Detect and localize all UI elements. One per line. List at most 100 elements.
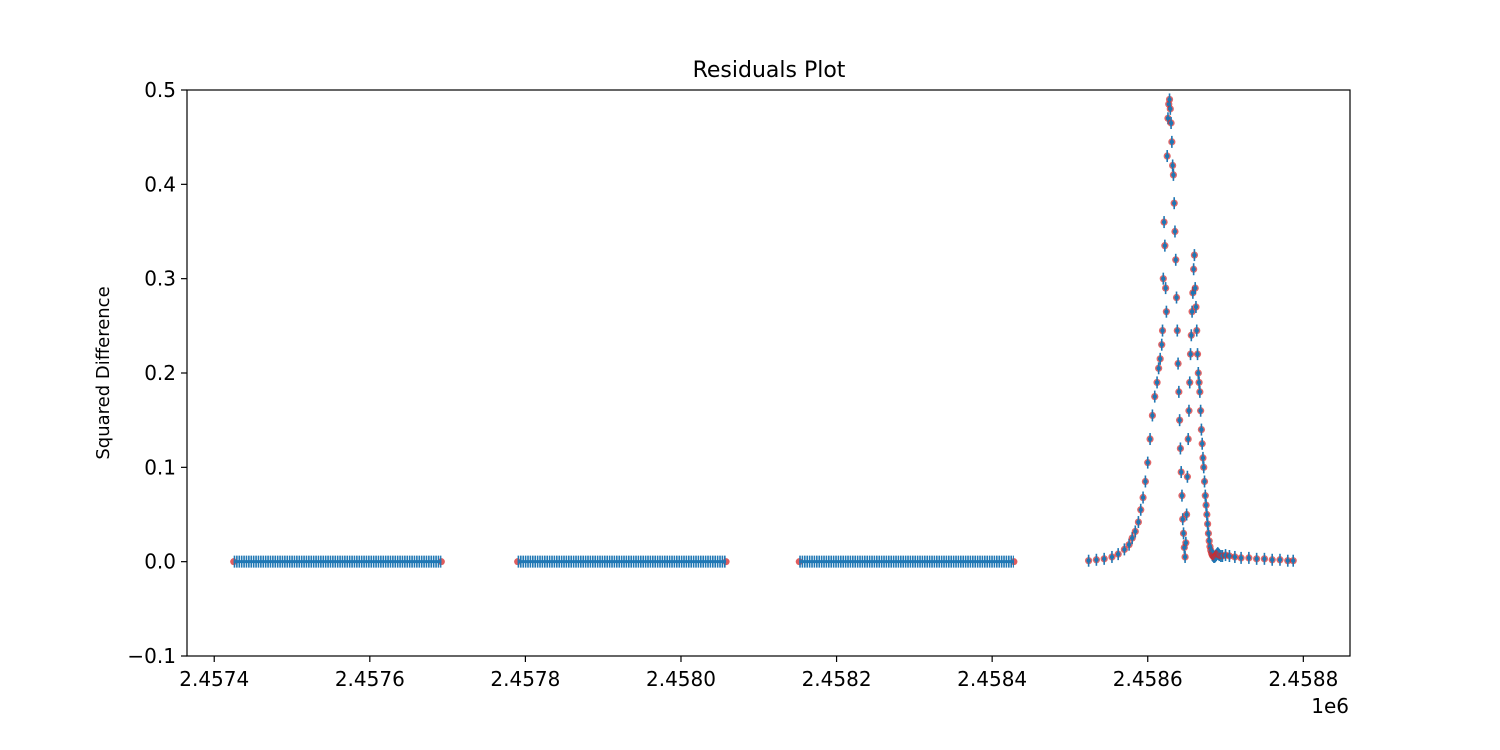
data-point	[1204, 512, 1210, 517]
data-point	[1150, 413, 1155, 418]
data-point	[1094, 557, 1099, 562]
data-point	[1173, 257, 1178, 262]
data-point	[1136, 519, 1141, 525]
data-point	[1277, 557, 1283, 562]
x-tick-label: 2.4576	[335, 667, 405, 691]
data-point	[1154, 380, 1160, 385]
data-point	[1186, 408, 1192, 413]
data-point	[1190, 290, 1196, 296]
data-point	[1246, 555, 1252, 561]
data-point	[1285, 558, 1290, 563]
x-offset-label: 1e6	[1311, 694, 1349, 718]
data-point	[1164, 153, 1170, 159]
data-point	[1192, 252, 1197, 258]
data-point	[1162, 243, 1168, 248]
data-point	[1200, 455, 1206, 461]
data-point	[1133, 529, 1138, 534]
x-tick-label: 2.4586	[1113, 667, 1183, 691]
data-point	[1178, 469, 1184, 475]
chart-title: Residuals Plot	[693, 58, 846, 83]
data-point	[1170, 163, 1175, 168]
data-point	[1161, 219, 1167, 225]
y-tick-label: 0.5	[144, 78, 176, 102]
x-axis: 2.4574 2.4576 2.4578 2.4580 2.4582 2.4584 2.45…	[179, 656, 1338, 691]
data-point	[1168, 106, 1173, 112]
data-point	[1143, 479, 1148, 484]
data-point	[1232, 554, 1238, 560]
x-tick-label: 2.4580	[646, 667, 716, 691]
y-axis: −0.1 0.0 0.1 0.2 0.3 0.4 0.5	[127, 78, 187, 668]
y-tick-label: 0.3	[144, 267, 176, 291]
data-point	[1179, 493, 1185, 498]
data-point	[1203, 502, 1209, 508]
data-point	[1201, 465, 1206, 470]
data-point	[1147, 436, 1153, 442]
data-point	[1180, 517, 1185, 522]
data-point	[1181, 531, 1186, 536]
data-point	[1163, 285, 1168, 291]
data-point	[1193, 304, 1199, 310]
data-point	[1198, 408, 1203, 413]
data-point	[1182, 554, 1188, 560]
data-point	[1227, 553, 1232, 559]
data-point	[1199, 427, 1204, 432]
data-point	[1177, 417, 1182, 423]
data-point	[1160, 328, 1165, 333]
data-point	[1185, 436, 1191, 442]
y-tick-label: 0.2	[144, 361, 176, 385]
data-point	[1202, 479, 1207, 484]
data-point	[1159, 342, 1164, 347]
data-point	[1167, 97, 1172, 102]
data-point	[1189, 309, 1195, 314]
data-point	[1138, 507, 1143, 512]
data-point	[1172, 229, 1178, 234]
y-tick-label: 0.1	[144, 455, 176, 479]
data-point	[1101, 556, 1107, 562]
data-point	[1145, 460, 1150, 465]
data-point	[1164, 309, 1169, 314]
data-point	[1122, 547, 1127, 552]
y-axis-label: Squared Difference	[93, 286, 114, 459]
data-point	[1165, 116, 1171, 121]
data-point	[1174, 295, 1179, 300]
x-tick-label: 2.4578	[490, 667, 560, 691]
x-tick-label: 2.4574	[179, 667, 249, 691]
data-point	[1238, 555, 1244, 561]
data-point	[1157, 356, 1163, 362]
data-point	[1192, 285, 1198, 291]
data-point	[1156, 366, 1161, 371]
data-point	[1152, 394, 1157, 399]
data-point	[1196, 380, 1202, 385]
data-point	[1262, 556, 1267, 562]
data-point	[1205, 521, 1210, 527]
axes-frame	[186, 89, 1351, 657]
data-point	[1203, 493, 1208, 498]
x-tick-label: 2.4588	[1268, 667, 1338, 691]
data-point	[1185, 474, 1190, 479]
data-point	[1126, 542, 1132, 547]
data-point	[1254, 556, 1259, 562]
data-point	[1129, 535, 1135, 541]
data-point	[1169, 139, 1175, 145]
data-point	[1175, 361, 1181, 366]
data-point	[1195, 351, 1200, 357]
data-point	[1197, 389, 1203, 395]
x-tick-label: 2.4584	[957, 667, 1027, 691]
data-point	[1183, 540, 1189, 545]
y-tick-label: 0.4	[144, 172, 176, 196]
data-point	[1140, 495, 1146, 500]
data-point	[1206, 531, 1211, 536]
data-point	[1171, 201, 1177, 206]
data-point	[1191, 267, 1196, 272]
data-point	[1171, 172, 1176, 178]
data-point	[1199, 441, 1205, 446]
data-point	[1194, 328, 1199, 333]
data-point	[1291, 558, 1296, 563]
x-tick-label: 2.4582	[802, 667, 872, 691]
data-point	[1184, 512, 1189, 517]
data-point	[1189, 333, 1194, 338]
data-point	[1109, 554, 1115, 560]
data-point	[1188, 351, 1193, 357]
